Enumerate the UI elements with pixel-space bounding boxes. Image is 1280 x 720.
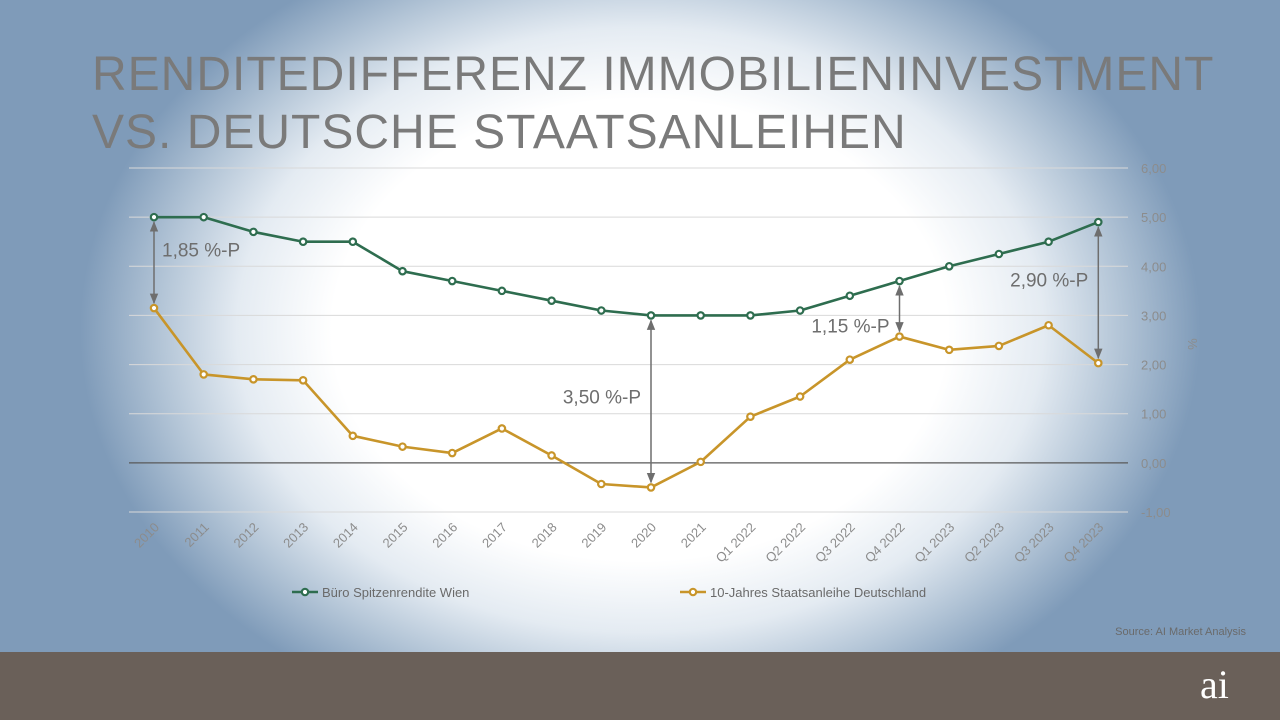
data-point (547, 451, 556, 460)
y-tick-label: 5,00 (1141, 210, 1166, 225)
data-point (696, 457, 706, 467)
data-point (845, 355, 855, 364)
x-tick-label: 2021 (678, 520, 709, 551)
data-point (944, 261, 954, 271)
data-point (497, 286, 507, 296)
spread-label: 3,50 %-P (563, 387, 641, 408)
legend-label: 10-Jahres Staatsanleihe Deutschland (710, 585, 926, 600)
data-point (696, 311, 706, 320)
data-point (398, 442, 407, 451)
data-point (1044, 237, 1053, 247)
y-tick-label: 4,00 (1141, 259, 1166, 274)
x-tick-label: Q1 2022 (713, 520, 759, 566)
data-point (199, 370, 209, 379)
data-point (646, 311, 656, 320)
data-point (249, 227, 258, 237)
data-point (746, 412, 755, 421)
data-point (547, 296, 556, 305)
data-point (1044, 320, 1053, 330)
y-tick-label: 2,00 (1141, 358, 1166, 373)
x-tick-label: 2010 (131, 520, 162, 551)
data-point (596, 479, 606, 489)
x-tick-label: Q2 2022 (762, 520, 808, 566)
series-line-2 (152, 307, 1100, 489)
ai-logo-icon: ai (1200, 662, 1229, 707)
y-tick-label: 6,00 (1141, 161, 1166, 176)
legend-swatch-marker (688, 587, 698, 597)
data-point (298, 237, 308, 247)
x-tick-label: Q3 2023 (1011, 520, 1057, 566)
x-tick-label: 2017 (479, 520, 510, 551)
x-tick-label: 2016 (429, 520, 460, 551)
data-point (746, 311, 755, 320)
spread-label: 2,90 %-P (1010, 271, 1088, 292)
data-point (1094, 358, 1103, 368)
x-tick-label: 2019 (578, 520, 609, 551)
y-axis-label: % (1185, 338, 1200, 350)
y-tick-label: 0,00 (1141, 456, 1166, 471)
y-tick-label: -1,00 (1141, 505, 1171, 520)
x-tick-label: 2013 (280, 520, 311, 551)
x-tick-label: Q4 2023 (1061, 520, 1107, 566)
title-line-2: VS. DEUTSCHE STAATSANLEIHEN (92, 106, 907, 159)
data-point (795, 306, 805, 315)
footer-bar: ai (0, 652, 1280, 720)
x-tick-label: Q2 2023 (961, 520, 1007, 566)
x-tick-label: Q4 2022 (862, 520, 908, 566)
x-tick-label: 2018 (529, 520, 560, 551)
chart-title: RENDITEDIFFERENZ IMMOBILIENINVESTMENT VS… (92, 46, 1215, 162)
data-point (249, 375, 258, 384)
data-point (149, 303, 159, 313)
data-point (895, 332, 904, 341)
data-point (298, 375, 308, 385)
legend-swatch-marker (300, 587, 310, 597)
x-tick-label: Q1 2023 (911, 520, 957, 566)
y-tick-label: 3,00 (1141, 308, 1166, 323)
x-tick-label: 2011 (181, 520, 211, 550)
data-point (994, 249, 1004, 259)
x-tick-label: Q3 2022 (812, 520, 858, 566)
legend-label: Büro Spitzenrendite Wien (322, 585, 469, 600)
y-tick-label: 1,00 (1141, 407, 1166, 422)
spread-label: 1,15 %-P (811, 317, 889, 338)
data-point (944, 345, 954, 355)
data-point (149, 212, 159, 222)
series-line-1 (154, 215, 1099, 317)
x-tick-label: 2015 (380, 520, 411, 551)
spread-label: 1,85 %-P (162, 241, 240, 262)
data-point (398, 266, 407, 276)
data-point (348, 237, 358, 247)
logo-text: ai (1200, 662, 1229, 707)
data-point (497, 424, 507, 433)
data-point (447, 276, 457, 286)
line-chart: 6,00 5,00 4,00 3,00 2,00 1,00 0,00 -1,00% 2010 20… (129, 161, 1200, 600)
data-point (447, 448, 457, 458)
data-point (994, 341, 1004, 351)
data-point (596, 306, 606, 315)
data-point (348, 431, 358, 441)
data-point (646, 483, 656, 492)
title-line-1: RENDITEDIFFERENZ IMMOBILIENINVESTMENT (92, 48, 1215, 101)
source-note: Source: AI Market Analysis (1115, 626, 1246, 638)
x-tick-label: 2012 (230, 520, 261, 551)
x-tick-label: 2014 (330, 520, 361, 551)
data-point (1094, 217, 1103, 227)
x-tick-label: 2020 (628, 520, 659, 551)
data-point (895, 276, 904, 286)
data-point (199, 212, 209, 222)
data-point (795, 392, 805, 401)
data-point (845, 291, 855, 301)
